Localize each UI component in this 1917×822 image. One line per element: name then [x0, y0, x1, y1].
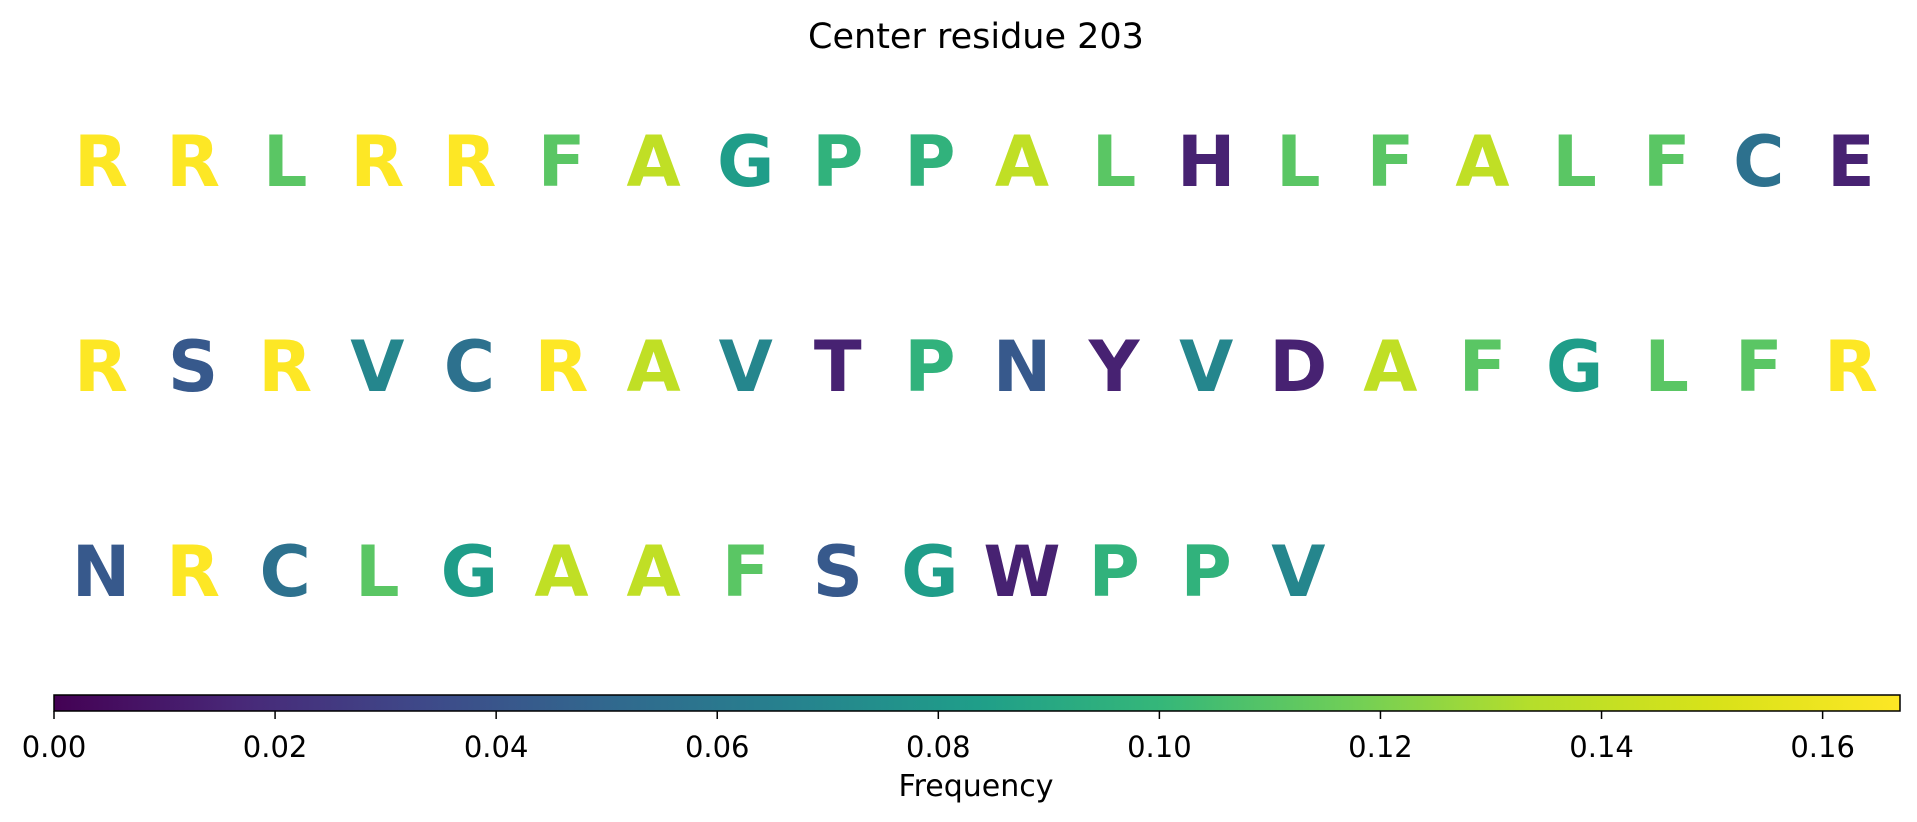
colorbar-tick-label: 0.12: [1348, 730, 1413, 764]
residue-letter: F: [538, 121, 586, 203]
colorbar-tick-label: 0.14: [1569, 730, 1634, 764]
residue-letter: R: [258, 326, 312, 408]
residue-letter: R: [442, 121, 496, 203]
residue-letter: H: [1177, 121, 1236, 203]
residue-letter: F: [1459, 326, 1507, 408]
residue-letter: F: [722, 531, 770, 613]
residue-letter: N: [72, 531, 131, 613]
colorbar-gradient: [53, 694, 1901, 712]
residue-letter: V: [719, 326, 773, 408]
residue-letter: A: [995, 121, 1049, 203]
residue-letter: V: [350, 326, 404, 408]
residue-letter: R: [74, 121, 128, 203]
residue-letter: C: [444, 326, 495, 408]
residue-letter: G: [441, 531, 498, 613]
residue-letter: L: [263, 121, 308, 203]
residue-letter: T: [814, 326, 862, 408]
colorbar-ticks: 0.00 0.02 0.04 0.06 0.08 0.10 0.12 0.14 0.16: [22, 711, 1855, 764]
residue-letter: G: [901, 531, 958, 613]
residue-letter: C: [260, 531, 311, 613]
residue-letter: P: [1181, 531, 1232, 613]
residue-letter: S: [168, 326, 218, 408]
residue-letter: L: [1092, 121, 1137, 203]
residue-letter: A: [627, 121, 681, 203]
residue-letter: A: [627, 531, 681, 613]
residue-letter: R: [74, 326, 128, 408]
colorbar-label: Frequency: [899, 769, 1054, 804]
residue-letter: Y: [1088, 326, 1141, 408]
colorbar-tick-label: 0.16: [1790, 730, 1855, 764]
residue-letter: A: [627, 326, 681, 408]
residue-letter: P: [904, 326, 955, 408]
residue-letter: E: [1827, 121, 1875, 203]
residue-letter: F: [1643, 121, 1691, 203]
residue-letter: R: [535, 326, 589, 408]
residue-letter: L: [355, 531, 400, 613]
colorbar-tick-label: 0.00: [22, 730, 87, 764]
colorbar: 0.00 0.02 0.04 0.06 0.08 0.10 0.12 0.14 0.16 Fre…: [22, 694, 1901, 804]
residue-letter: N: [993, 326, 1052, 408]
residue-letters: R R L R R F A G P P A L H L F A L F C ER S R V C R A V T P N Y V D A F G L F R…: [72, 121, 1878, 613]
residue-letter: R: [166, 121, 220, 203]
residue-letter: R: [350, 121, 404, 203]
residue-letter: V: [1271, 531, 1325, 613]
residue-letter: S: [813, 531, 863, 613]
residue-letter: R: [1824, 326, 1878, 408]
colorbar-tick-label: 0.04: [464, 730, 529, 764]
residue-letter: F: [1735, 326, 1783, 408]
residue-letter: G: [1546, 326, 1603, 408]
residue-letter: D: [1269, 326, 1327, 408]
residue-letter: R: [166, 531, 220, 613]
colorbar-tick-label: 0.08: [906, 730, 971, 764]
residue-letter: A: [1363, 326, 1417, 408]
residue-letter: L: [1276, 121, 1321, 203]
colorbar-tick-label: 0.10: [1127, 730, 1192, 764]
residue-letter: V: [1179, 326, 1233, 408]
residue-letter: A: [1455, 121, 1509, 203]
chart-title: Center residue 203: [808, 17, 1144, 57]
residue-letter: P: [1088, 531, 1139, 613]
residue-letter: P: [904, 121, 955, 203]
residue-letter: A: [534, 531, 588, 613]
colorbar-tick-label: 0.02: [243, 730, 308, 764]
residue-letter: P: [812, 121, 863, 203]
residue-letter: F: [1366, 121, 1414, 203]
residue-letter: C: [1733, 121, 1784, 203]
residue-letter: L: [1552, 121, 1597, 203]
residue-letter: L: [1644, 326, 1689, 408]
colorbar-tick-label: 0.06: [685, 730, 750, 764]
residue-letter: G: [717, 121, 774, 203]
residue-letter: W: [983, 531, 1060, 613]
